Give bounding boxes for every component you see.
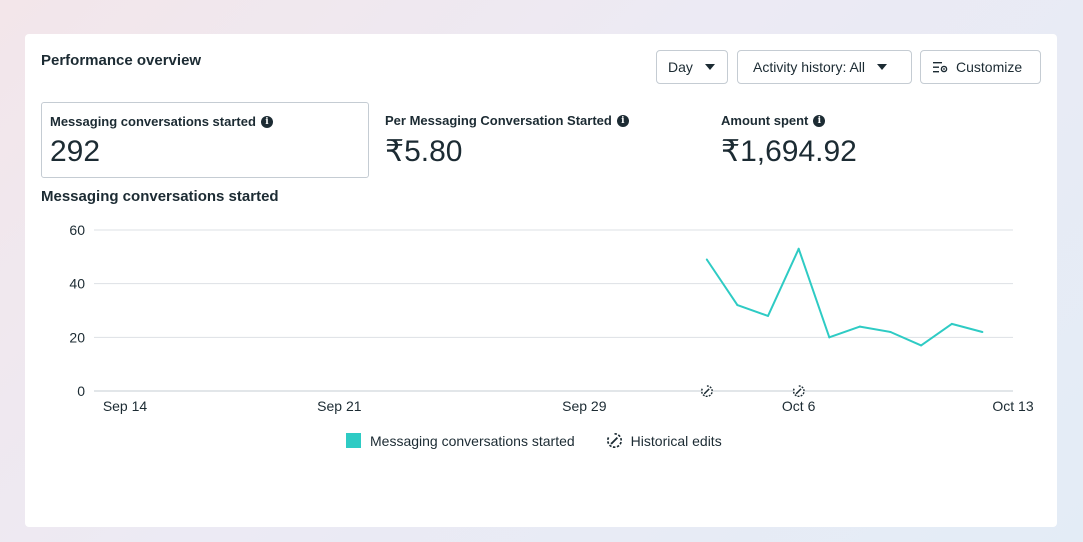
chart-title: Messaging conversations started xyxy=(41,188,279,205)
legend-item-historical-edits[interactable]: Historical edits xyxy=(606,432,722,449)
performance-overview-panel: Performance overview Day Activity histor… xyxy=(25,34,1057,527)
customize-button[interactable]: Customize xyxy=(920,50,1041,84)
data-point xyxy=(767,314,770,317)
metric-label: Amount spent xyxy=(721,113,809,128)
legend-item-series[interactable]: Messaging conversations started xyxy=(346,433,575,449)
panel-title: Performance overview xyxy=(41,52,202,69)
metric-card-conversations[interactable]: Messaging conversations started i 292 xyxy=(41,102,369,178)
legend-series-label: Messaging conversations started xyxy=(370,432,575,449)
historical-edit-marker[interactable] xyxy=(792,385,805,398)
y-tick-label: 20 xyxy=(69,329,85,345)
legend-swatch xyxy=(346,433,361,448)
series-line xyxy=(705,247,983,347)
x-tick-label: Sep 29 xyxy=(562,398,607,414)
data-point xyxy=(920,344,923,347)
info-icon[interactable]: i xyxy=(260,115,273,128)
chart-legend: Messaging conversations started Historic… xyxy=(346,432,722,449)
metric-label: Messaging conversations started xyxy=(50,114,256,129)
x-tick-label: Oct 13 xyxy=(992,398,1033,414)
data-point xyxy=(889,330,892,333)
metric-label: Per Messaging Conversation Started xyxy=(385,113,612,128)
activity-history-label: Activity history: All xyxy=(753,59,866,75)
day-dropdown-label: Day xyxy=(668,59,693,75)
y-tick-label: 0 xyxy=(77,383,85,399)
data-point xyxy=(981,330,984,333)
metric-value: 292 xyxy=(50,135,101,168)
customize-label: Customize xyxy=(956,59,1023,75)
info-icon[interactable]: i xyxy=(813,114,826,127)
y-tick-label: 60 xyxy=(69,222,85,238)
metric-value: ₹1,694.92 xyxy=(721,135,857,168)
data-point xyxy=(858,325,861,328)
activity-history-dropdown[interactable]: Activity history: All xyxy=(737,50,912,84)
data-point xyxy=(950,322,953,325)
historical-edit-icon xyxy=(606,432,622,449)
metric-value: ₹5.80 xyxy=(385,135,463,168)
y-tick-label: 40 xyxy=(69,276,85,292)
historical-edit-marker[interactable] xyxy=(701,385,713,398)
data-point xyxy=(828,336,831,339)
x-tick-label: Oct 6 xyxy=(782,398,816,414)
info-icon[interactable]: i xyxy=(616,114,629,127)
customize-columns-icon xyxy=(933,61,948,72)
x-tick-label: Sep 21 xyxy=(317,398,362,414)
line-chart: 0 20 40 60 Sep 14 Sep 21 Sep 29 Oct 6 Oct 13 xyxy=(69,222,1033,414)
data-point xyxy=(736,304,739,307)
day-dropdown[interactable]: Day xyxy=(656,50,728,84)
caret-down-icon xyxy=(877,64,888,70)
metric-card-cost-per-conversation[interactable]: Per Messaging Conversation Started i ₹5.8… xyxy=(377,102,697,178)
x-tick-label: Sep 14 xyxy=(103,398,148,414)
data-point xyxy=(705,258,708,261)
metric-card-amount-spent[interactable]: Amount spent i ₹1,694.92 xyxy=(713,102,1033,178)
caret-down-icon xyxy=(704,64,715,70)
data-point xyxy=(797,247,800,250)
legend-edits-label: Historical edits xyxy=(630,432,722,449)
